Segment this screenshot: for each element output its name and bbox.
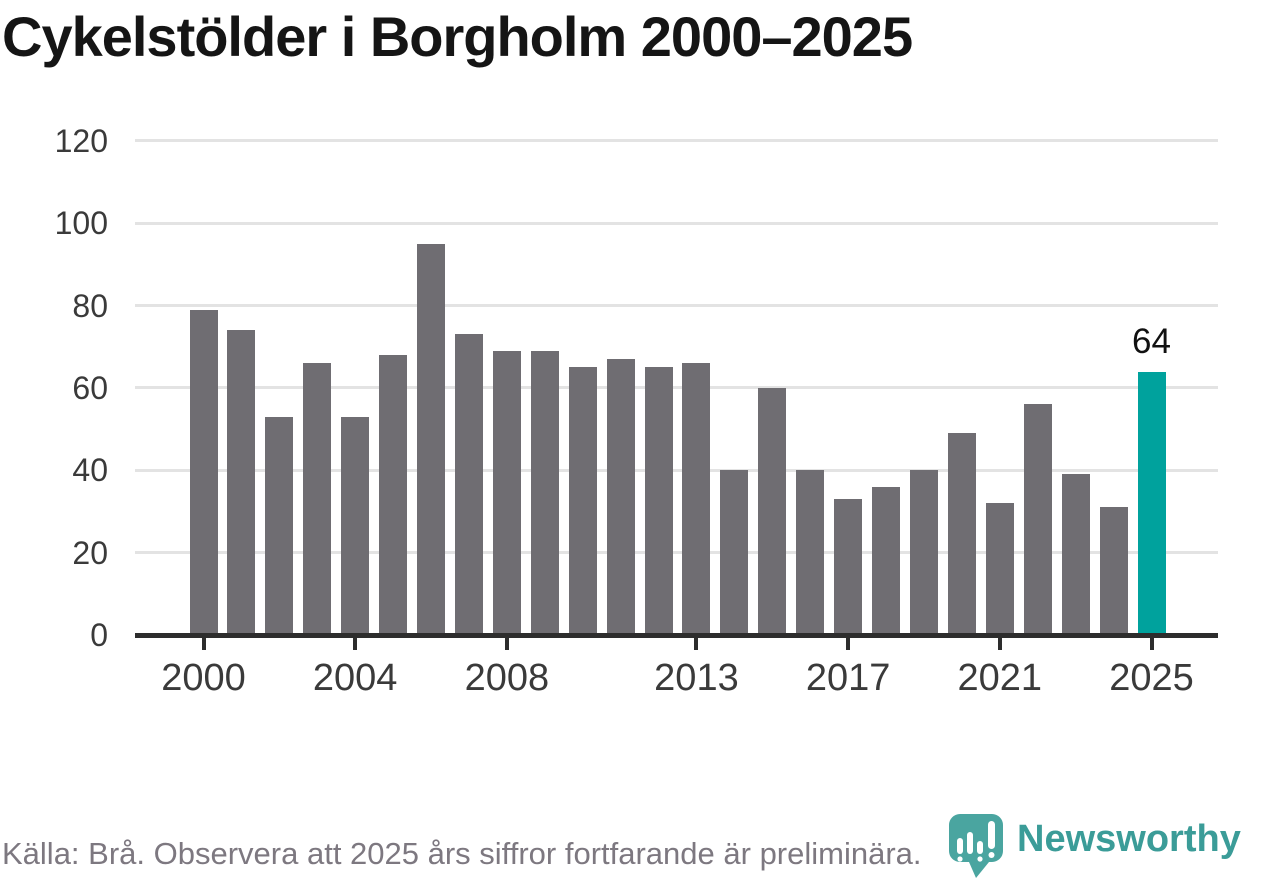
y-axis-label-0: 0 xyxy=(90,617,108,653)
gridline-80 xyxy=(135,304,1218,308)
bar-2003 xyxy=(303,363,332,635)
bar-2004 xyxy=(341,416,370,635)
bar-2005 xyxy=(379,355,408,635)
gridline-40 xyxy=(135,468,1218,472)
bar-2007 xyxy=(454,334,483,635)
y-axis-label-20: 20 xyxy=(72,534,108,571)
bar-2015 xyxy=(758,387,787,635)
x-axis-label-2008: 2008 xyxy=(464,657,550,699)
bar-2010 xyxy=(568,367,597,635)
bar-2018 xyxy=(872,486,901,635)
gridline-100 xyxy=(135,221,1218,225)
bar-2014 xyxy=(720,470,749,635)
x-tick-2008 xyxy=(504,635,509,650)
bar-2001 xyxy=(227,330,256,635)
bar-2000 xyxy=(189,309,218,635)
bar-2021 xyxy=(985,503,1014,635)
x-axis-label-2025: 2025 xyxy=(1109,657,1194,699)
bar-2008 xyxy=(492,350,521,635)
y-axis-label-40: 40 xyxy=(72,452,108,489)
x-tick-2017 xyxy=(846,635,851,650)
bar-2006 xyxy=(417,243,446,635)
y-axis-label-60: 60 xyxy=(72,369,108,406)
x-tick-2021 xyxy=(997,635,1002,650)
bar-2022 xyxy=(1023,404,1052,635)
x-tick-2004 xyxy=(353,635,358,650)
chart-title: Cykelstölder i Borgholm 2000–2025 xyxy=(2,5,913,68)
bar-2009 xyxy=(530,350,559,635)
x-axis-line xyxy=(135,633,1218,638)
x-axis-label-2021: 2021 xyxy=(957,657,1043,699)
bar-2024 xyxy=(1099,507,1128,635)
x-axis-label-2013: 2013 xyxy=(654,657,739,699)
x-axis-label-2000: 2000 xyxy=(161,657,246,699)
source-note: Källa: Brå. Observera att 2025 års siffr… xyxy=(2,836,922,871)
bar-2011 xyxy=(606,359,635,635)
bar-2017 xyxy=(834,499,863,635)
x-tick-2000 xyxy=(201,635,206,650)
x-axis-label-2004: 2004 xyxy=(312,657,398,699)
gridline-120 xyxy=(135,139,1218,143)
x-tick-2025 xyxy=(1149,635,1154,650)
x-axis-label-2017: 2017 xyxy=(805,657,891,699)
bar-2012 xyxy=(644,367,673,635)
bar-2016 xyxy=(796,470,825,635)
bar-chart-speech-bubble-icon xyxy=(948,813,1004,879)
gridline-60 xyxy=(135,386,1218,390)
value-label-2025: 64 xyxy=(1132,321,1171,361)
bar-2025 xyxy=(1137,371,1166,635)
bar-2023 xyxy=(1061,474,1090,635)
y-axis-label-100: 100 xyxy=(54,205,108,242)
newsworthy-logo-text: Newsworthy xyxy=(1017,818,1241,860)
x-tick-2013 xyxy=(694,635,699,650)
gridline-20 xyxy=(135,551,1218,555)
bar-2020 xyxy=(947,433,976,635)
bar-2013 xyxy=(682,363,711,635)
bar-2002 xyxy=(265,416,294,635)
bar-2019 xyxy=(909,470,938,635)
y-axis-label-120: 120 xyxy=(54,122,108,159)
y-axis-label-80: 80 xyxy=(72,287,108,324)
